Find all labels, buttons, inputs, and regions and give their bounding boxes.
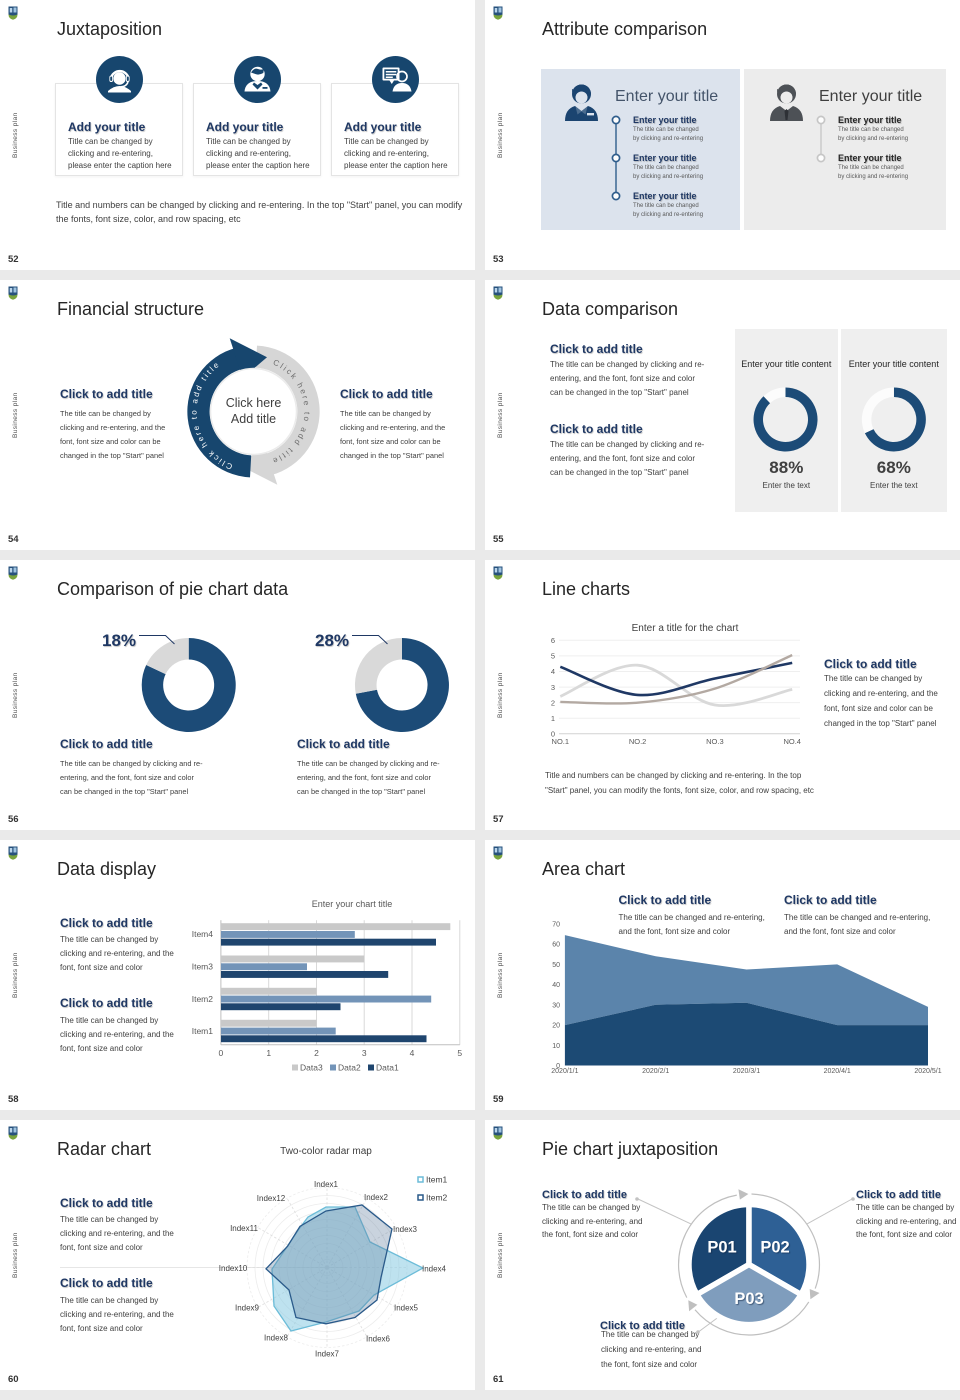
svg-text:4: 4 bbox=[410, 1048, 415, 1058]
svg-text:Index9: Index9 bbox=[235, 1304, 260, 1313]
svg-text:Item3: Item3 bbox=[192, 962, 214, 972]
svg-text:2020/4/1: 2020/4/1 bbox=[824, 1068, 851, 1075]
svg-text:Index1: Index1 bbox=[314, 1180, 339, 1189]
svg-text:Index2: Index2 bbox=[364, 1193, 389, 1202]
svg-text:Index6: Index6 bbox=[366, 1335, 391, 1344]
svg-text:1: 1 bbox=[266, 1048, 271, 1058]
svg-text:5: 5 bbox=[457, 1048, 462, 1058]
svg-text:Index7: Index7 bbox=[315, 1350, 340, 1359]
svg-text:0: 0 bbox=[551, 730, 555, 739]
svg-text:2020/1/1: 2020/1/1 bbox=[551, 1068, 578, 1075]
svg-text:2: 2 bbox=[551, 698, 555, 707]
svg-text:4: 4 bbox=[551, 667, 555, 676]
svg-text:Data3: Data3 bbox=[300, 1063, 323, 1073]
svg-text:Item1: Item1 bbox=[192, 1026, 214, 1036]
svg-text:Item2: Item2 bbox=[426, 1193, 448, 1203]
svg-text:Click here: Click here bbox=[226, 396, 282, 410]
svg-text:Index10: Index10 bbox=[219, 1264, 248, 1273]
svg-text:50: 50 bbox=[552, 962, 560, 969]
svg-text:P03: P03 bbox=[734, 1290, 763, 1308]
svg-text:P01: P01 bbox=[707, 1239, 736, 1257]
svg-text:Index8: Index8 bbox=[264, 1334, 289, 1343]
svg-text:Index11: Index11 bbox=[230, 1224, 258, 1233]
svg-text:5: 5 bbox=[551, 652, 555, 661]
svg-text:10: 10 bbox=[552, 1043, 560, 1050]
svg-text:2020/3/1: 2020/3/1 bbox=[733, 1068, 760, 1075]
svg-text:0: 0 bbox=[219, 1048, 224, 1058]
svg-text:60: 60 bbox=[552, 942, 560, 949]
svg-text:NO.4: NO.4 bbox=[783, 737, 801, 746]
svg-text:NO.3: NO.3 bbox=[706, 737, 724, 746]
svg-text:NO.2: NO.2 bbox=[629, 737, 647, 746]
svg-text:Item1: Item1 bbox=[426, 1175, 448, 1185]
svg-text:Item4: Item4 bbox=[192, 929, 214, 939]
svg-text:Index3: Index3 bbox=[393, 1225, 418, 1234]
svg-text:2: 2 bbox=[314, 1048, 319, 1058]
svg-text:Data1: Data1 bbox=[376, 1063, 399, 1073]
svg-text:3: 3 bbox=[551, 683, 555, 692]
svg-text:1: 1 bbox=[551, 714, 555, 723]
svg-text:Index4: Index4 bbox=[422, 1265, 447, 1274]
svg-text:20: 20 bbox=[552, 1023, 560, 1030]
svg-text:0: 0 bbox=[556, 1063, 560, 1070]
svg-text:P02: P02 bbox=[760, 1239, 789, 1257]
svg-text:Item2: Item2 bbox=[192, 994, 214, 1004]
svg-text:Index12: Index12 bbox=[257, 1194, 286, 1203]
svg-text:70: 70 bbox=[552, 922, 560, 929]
svg-text:Index5: Index5 bbox=[394, 1304, 419, 1313]
svg-text:2020/5/1: 2020/5/1 bbox=[914, 1068, 941, 1075]
svg-text:6: 6 bbox=[551, 636, 555, 645]
svg-text:2020/2/1: 2020/2/1 bbox=[642, 1068, 669, 1075]
svg-text:NO.1: NO.1 bbox=[552, 737, 570, 746]
svg-text:3: 3 bbox=[362, 1048, 367, 1058]
svg-text:Data2: Data2 bbox=[338, 1063, 361, 1073]
svg-text:30: 30 bbox=[552, 1002, 560, 1009]
svg-text:Add title: Add title bbox=[231, 412, 276, 426]
svg-text:40: 40 bbox=[552, 982, 560, 989]
